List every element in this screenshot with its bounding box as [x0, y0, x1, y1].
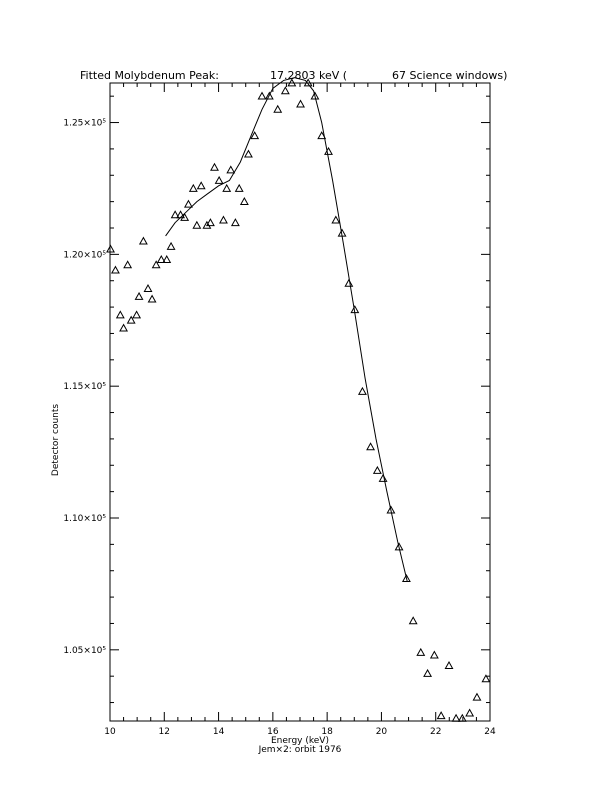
data-point — [176, 210, 186, 219]
data-point — [481, 674, 491, 683]
data-point — [273, 104, 283, 113]
data-point — [147, 294, 157, 303]
y-tick-label: 1.05×10⁵ — [63, 646, 106, 656]
data-point — [202, 220, 212, 229]
data-point — [324, 146, 333, 155]
data-point — [444, 661, 454, 670]
data-point — [134, 291, 144, 300]
data-point — [408, 616, 418, 625]
data-point — [192, 220, 202, 229]
plot-marks — [106, 77, 491, 722]
chart-subtitle: Jem×2: orbit 1976 — [258, 745, 342, 755]
data-point — [287, 78, 297, 87]
data-point — [123, 260, 133, 269]
data-point — [264, 91, 274, 100]
data-point — [394, 542, 404, 551]
data-point — [401, 574, 411, 583]
x-tick-label: 16 — [267, 727, 279, 737]
data-point — [250, 131, 260, 140]
y-tick-label: 1.15×10⁵ — [63, 382, 106, 392]
y-tick-label: 1.25×10⁵ — [63, 119, 106, 129]
data-point — [357, 386, 367, 395]
data-point — [366, 442, 376, 451]
x-tick-label: 10 — [104, 727, 116, 737]
axis-ticks: 10 12 14 16 18 20 22 24 1.05×10⁵ 1.10×10⁵ 1.15×10⁵… — [63, 83, 496, 737]
plot-frame — [109, 82, 491, 722]
data-point — [317, 131, 327, 140]
data-point — [239, 197, 249, 206]
data-point — [416, 647, 426, 656]
data-point — [170, 210, 180, 219]
y-tick-label: 1.20×10⁵ — [63, 250, 106, 260]
x-tick-label: 18 — [321, 727, 333, 737]
x-tick-label: 12 — [159, 727, 170, 737]
data-point — [296, 99, 305, 108]
fit-curve — [165, 77, 408, 582]
data-point — [423, 668, 433, 677]
data-point — [183, 199, 193, 208]
data-point — [230, 218, 240, 227]
data-point — [350, 305, 360, 314]
data-point — [188, 183, 198, 192]
data-point — [234, 183, 244, 192]
data-point — [457, 713, 467, 722]
data-point — [166, 241, 176, 250]
data-point — [222, 183, 232, 192]
data-point — [226, 165, 236, 174]
data-point — [106, 244, 115, 253]
data-point — [310, 91, 320, 100]
data-point — [337, 228, 347, 237]
data-point — [243, 149, 253, 158]
data-point — [110, 265, 120, 274]
data-point — [303, 78, 313, 87]
data-point — [372, 465, 382, 474]
data-point — [344, 278, 354, 287]
data-point — [138, 236, 148, 245]
data-point — [257, 91, 267, 100]
data-point — [205, 218, 215, 227]
data-point — [210, 162, 219, 171]
x-axis-label: Energy (keV) — [271, 736, 329, 746]
chart-title-right: 67 Science windows) — [392, 69, 507, 82]
data-point — [378, 473, 388, 482]
data-point — [143, 284, 153, 293]
data-point — [115, 310, 125, 319]
x-tick-label: 20 — [376, 727, 388, 737]
x-tick-label: 14 — [213, 727, 225, 737]
data-point — [451, 713, 461, 722]
data-point — [219, 215, 228, 224]
data-point — [386, 505, 396, 514]
y-axis-label: Detector counts — [51, 404, 61, 476]
chart-title-left: Fitted Molybdenum Peak: — [80, 69, 219, 82]
x-tick-label: 22 — [430, 727, 441, 737]
data-point — [436, 711, 446, 720]
data-point — [180, 212, 190, 221]
data-point — [196, 181, 206, 190]
data-point — [156, 255, 166, 264]
data-point — [472, 692, 482, 701]
data-point — [119, 323, 129, 332]
data-point — [132, 310, 142, 319]
data-point — [465, 708, 475, 717]
data-point — [429, 650, 439, 659]
data-point — [331, 215, 341, 224]
data-point — [214, 175, 224, 184]
data-point — [151, 260, 161, 269]
data-point — [126, 315, 136, 324]
data-point — [162, 255, 172, 264]
data-point — [280, 86, 290, 95]
y-tick-label: 1.10×10⁵ — [63, 514, 106, 524]
x-tick-label: 24 — [484, 727, 496, 737]
